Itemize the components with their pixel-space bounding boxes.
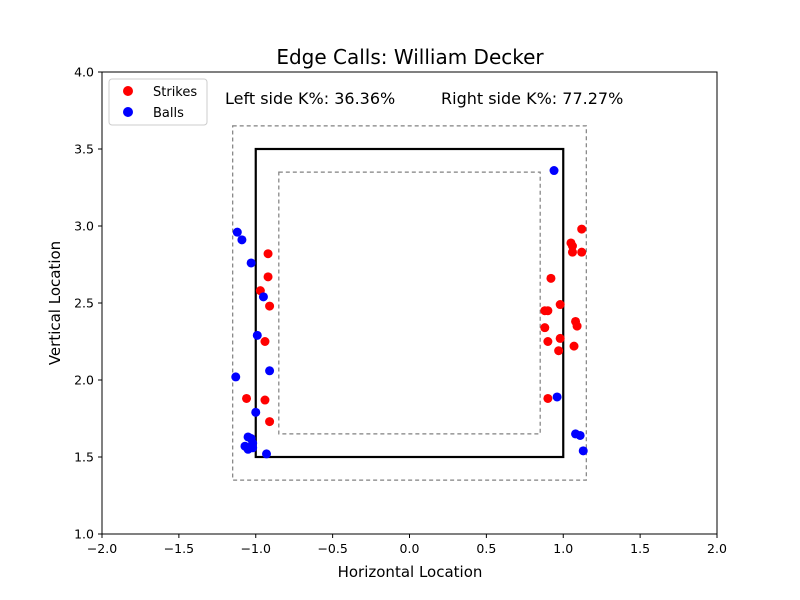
- legend: Strikes Balls: [108, 78, 208, 126]
- legend-strikes-label: Strikes: [153, 85, 197, 100]
- strike-point: [555, 300, 565, 310]
- ball-point: [232, 227, 242, 237]
- strike-point: [572, 321, 582, 331]
- strike-point: [540, 323, 550, 333]
- inner-zone-boundary: [278, 171, 541, 435]
- ball-point: [549, 166, 559, 176]
- strike-point: [567, 241, 577, 251]
- points-layer: [231, 166, 588, 459]
- outer-zone-boundary: [232, 125, 587, 481]
- y-tick-label: 1.5: [74, 450, 94, 465]
- y-tick-label: 2.0: [74, 373, 94, 388]
- x-tick-label: 0.0: [400, 541, 420, 556]
- x-tick-label: −1.0: [241, 541, 271, 556]
- ball-point: [552, 392, 562, 402]
- strike-point: [263, 249, 273, 259]
- strike-point: [260, 395, 270, 405]
- ball-point: [251, 407, 261, 417]
- ball-point: [237, 235, 247, 245]
- ball-point: [246, 258, 256, 268]
- ball-point: [231, 372, 241, 382]
- strike-point: [554, 346, 564, 356]
- y-tick-label: 3.0: [74, 219, 94, 234]
- y-tick-label: 1.0: [74, 527, 94, 542]
- plot-area: [101, 71, 718, 535]
- ball-point: [248, 443, 258, 453]
- strike-point: [265, 301, 275, 311]
- right-side-k-pct: Right side K%: 77.27%: [441, 89, 623, 108]
- y-axis: 1.0 1.5 2.0 2.5 3.0 3.5 4.0: [74, 65, 102, 542]
- strike-point: [260, 337, 270, 346]
- x-tick-label: −0.5: [317, 541, 347, 556]
- legend-strikes-marker: [123, 86, 133, 96]
- strike-point: [543, 393, 553, 403]
- ball-point: [575, 430, 585, 440]
- strike-point: [577, 247, 587, 257]
- strike-point: [543, 337, 553, 346]
- left-side-k-pct: Left side K%: 36.36%: [225, 89, 395, 108]
- chart-title: Edge Calls: William Decker: [276, 45, 544, 69]
- strike-point: [263, 272, 273, 282]
- legend-balls-marker: [123, 107, 133, 117]
- x-tick-label: −2.0: [87, 541, 117, 556]
- ball-point: [252, 330, 262, 340]
- x-tick-label: 1.0: [553, 541, 573, 556]
- strike-point: [242, 393, 252, 403]
- ball-point: [262, 449, 272, 459]
- x-tick-label: 1.5: [630, 541, 650, 556]
- strike-point: [546, 273, 556, 283]
- strike-point: [569, 341, 579, 351]
- x-tick-label: 2.0: [707, 541, 727, 556]
- legend-box: [108, 78, 208, 126]
- strike-point: [265, 417, 275, 427]
- strike-point: [543, 306, 553, 316]
- strike-point: [555, 333, 565, 343]
- x-axis: −2.0 −1.5 −1.0 −0.5 0.0 0.5 1.0 1.5 2.0: [87, 534, 727, 556]
- x-tick-label: 0.5: [476, 541, 496, 556]
- legend-balls-label: Balls: [153, 106, 184, 121]
- x-tick-label: −1.5: [164, 541, 194, 556]
- strike-point: [577, 224, 587, 234]
- x-axis-label: Horizontal Location: [338, 563, 483, 581]
- y-axis-label: Vertical Location: [46, 241, 64, 365]
- y-tick-label: 4.0: [74, 65, 94, 80]
- y-tick-label: 3.5: [74, 142, 94, 157]
- y-tick-label: 2.5: [74, 296, 94, 311]
- ball-point: [258, 292, 268, 302]
- ball-point: [578, 446, 588, 456]
- strike-point: [567, 247, 577, 257]
- ball-point: [265, 366, 275, 376]
